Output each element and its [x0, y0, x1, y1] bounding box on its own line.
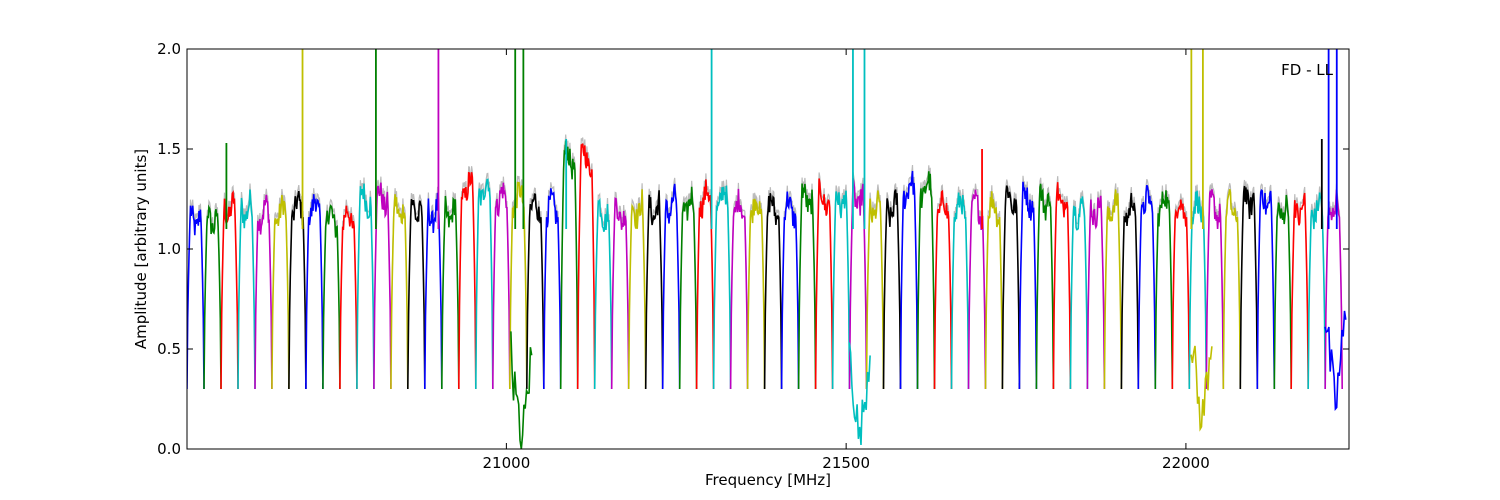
subband-trace [322, 204, 341, 390]
subband-trace [746, 198, 766, 390]
subband-trace [882, 189, 902, 390]
subband-trace [526, 193, 545, 390]
subband-trace [390, 194, 409, 390]
subband-trace [559, 140, 579, 390]
subband-trace [593, 197, 613, 390]
subband-trace [933, 189, 953, 390]
subband-trace [661, 183, 681, 390]
subband-trace [1137, 184, 1157, 390]
subband-trace [305, 194, 324, 390]
subband-trace [458, 171, 477, 390]
y-tick-label: 0.0 [157, 440, 181, 458]
subband-trace [237, 189, 256, 390]
subband-trace [899, 170, 919, 390]
subband-trace [644, 190, 664, 390]
reference-trace [543, 182, 562, 384]
subband-trace [254, 194, 273, 390]
y-tick-label: 0.5 [157, 340, 181, 358]
subband-trace [356, 183, 375, 390]
subband-trace [1222, 189, 1242, 390]
subband-trace [610, 197, 630, 390]
subband-trace [763, 193, 783, 390]
panel-annotation: FD - LL [1281, 61, 1333, 79]
reference-trace [1222, 183, 1241, 384]
reference-trace [984, 185, 1003, 384]
subband-trace [1256, 188, 1276, 390]
subband-trace [712, 185, 732, 390]
reference-trace [781, 185, 800, 384]
subband-trace [729, 188, 749, 390]
x-axis-title: Frequency [MHz] [705, 471, 831, 489]
subband-trace [271, 194, 290, 390]
subband-trace [780, 191, 800, 390]
subband-trace [187, 205, 205, 390]
subband-trace [407, 198, 426, 390]
subband-trace [831, 190, 851, 390]
subband-trace [1035, 183, 1055, 390]
subband-trace [1001, 185, 1021, 390]
rfi-dip [510, 331, 533, 449]
subband-trace [916, 171, 936, 390]
rfi-dip [1190, 345, 1213, 432]
subband-trace [1239, 185, 1259, 390]
subband-trace [1069, 196, 1089, 390]
y-tick-label: 1.5 [157, 140, 181, 158]
x-tick-label: 21500 [822, 454, 870, 472]
subband-trace [865, 190, 885, 390]
subband-trace [678, 186, 698, 390]
subband-trace [441, 195, 460, 390]
subband-trace [1290, 192, 1309, 390]
subband-trace [492, 182, 511, 390]
x-tick-label: 21000 [483, 454, 531, 472]
x-tick-label: 22000 [1162, 454, 1210, 472]
subband-trace [1171, 199, 1191, 390]
subband-trace [475, 178, 494, 390]
subband-trace [984, 191, 1004, 390]
subband-trace [627, 189, 647, 390]
reference-trace [492, 176, 511, 384]
subband-trace [1120, 192, 1140, 390]
subband-trace [1018, 181, 1038, 390]
ticks-layer: 21000 21500 22000 0.0 0.5 1.0 1.5 2.0 [157, 40, 1349, 472]
subband-trace [220, 190, 239, 390]
y-tick-label: 1.0 [157, 240, 181, 258]
subband-trace [1273, 194, 1292, 390]
subband-trace [814, 178, 834, 390]
subband-trace [950, 192, 970, 390]
subband-trace [203, 204, 222, 390]
subband-trace [339, 205, 358, 390]
subband-trace [576, 143, 596, 390]
y-axis-title: Amplitude [arbitrary units] [132, 149, 150, 349]
subband-trace [1086, 195, 1106, 390]
subband-trace [1052, 182, 1072, 390]
y-tick-label: 2.0 [157, 40, 181, 58]
reference-trace [339, 199, 358, 384]
reference-trace [950, 186, 970, 384]
subband-trace [1205, 189, 1225, 390]
subband-trace [1103, 189, 1123, 390]
series-layer [187, 49, 1347, 449]
subband-trace [543, 188, 562, 390]
rfi-dip [848, 342, 871, 446]
rfi-dip [1324, 310, 1347, 412]
subband-trace [1154, 190, 1174, 390]
subband-trace [797, 183, 817, 390]
